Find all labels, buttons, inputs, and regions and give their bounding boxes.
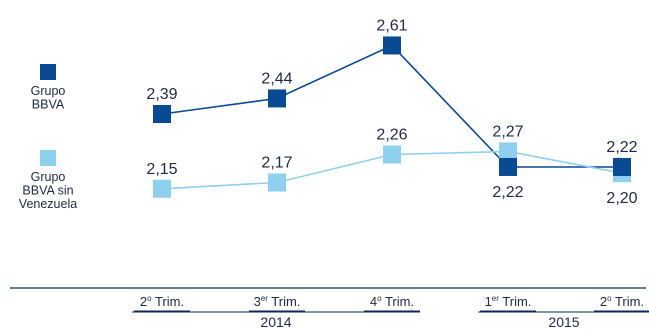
data-label-s1-p2: 2,26 <box>376 127 407 144</box>
legend-label-1: Grupo BBVA sin Venezuela <box>19 170 77 211</box>
data-labels: 2,39 2,44 2,61 2,22 2,22 2,15 2,17 2,26 2,27 2,20 <box>146 18 637 208</box>
marker-s0-p0 <box>153 105 171 123</box>
legend-swatch-0 <box>40 64 56 80</box>
data-label-s0-p2: 2,61 <box>376 18 407 35</box>
data-label-s1-p1: 2,17 <box>261 155 292 172</box>
x-axis: 2o Trim. 3er Trim. 4o Trim. 1er Trim. 2o Tri… <box>10 287 649 330</box>
data-label-s0-p4: 2,22 <box>606 139 637 156</box>
legend-label-0: Grupo BBVA <box>31 84 66 112</box>
data-label-s0-p3: 2,22 <box>492 184 523 201</box>
marker-s1-p2 <box>383 145 401 164</box>
marker-s0-p4 <box>613 157 631 176</box>
tick-label-2: 4o Trim. <box>370 294 414 309</box>
data-label-s1-p4: 2,20 <box>606 190 637 207</box>
data-label-s1-p3: 2,27 <box>492 123 523 140</box>
data-markers <box>153 36 631 198</box>
marker-s0-p3 <box>499 157 517 176</box>
data-label-s1-p0: 2,15 <box>146 161 177 178</box>
legend-swatch-1 <box>40 150 56 166</box>
tick-label-1: 3er Trim. <box>254 294 301 309</box>
marker-s0-p1 <box>268 89 286 108</box>
series-lines <box>161 44 623 190</box>
tick-label-4: 2o Trim. <box>600 294 644 309</box>
tick-label-3: 1er Trim. <box>485 294 532 309</box>
marker-s1-p1 <box>268 173 286 192</box>
marker-s0-p2 <box>383 36 401 55</box>
year-label-0: 2014 <box>260 314 291 330</box>
marker-s1-p0 <box>153 179 171 198</box>
data-label-s0-p1: 2,44 <box>261 70 292 87</box>
year-label-1: 2015 <box>548 314 579 330</box>
marker-s1-p3 <box>499 142 517 161</box>
legend: Grupo BBVA Grupo BBVA sin Venezuela <box>19 64 77 211</box>
tick-label-0: 2o Trim. <box>140 294 184 309</box>
data-label-s0-p0: 2,39 <box>146 86 177 103</box>
